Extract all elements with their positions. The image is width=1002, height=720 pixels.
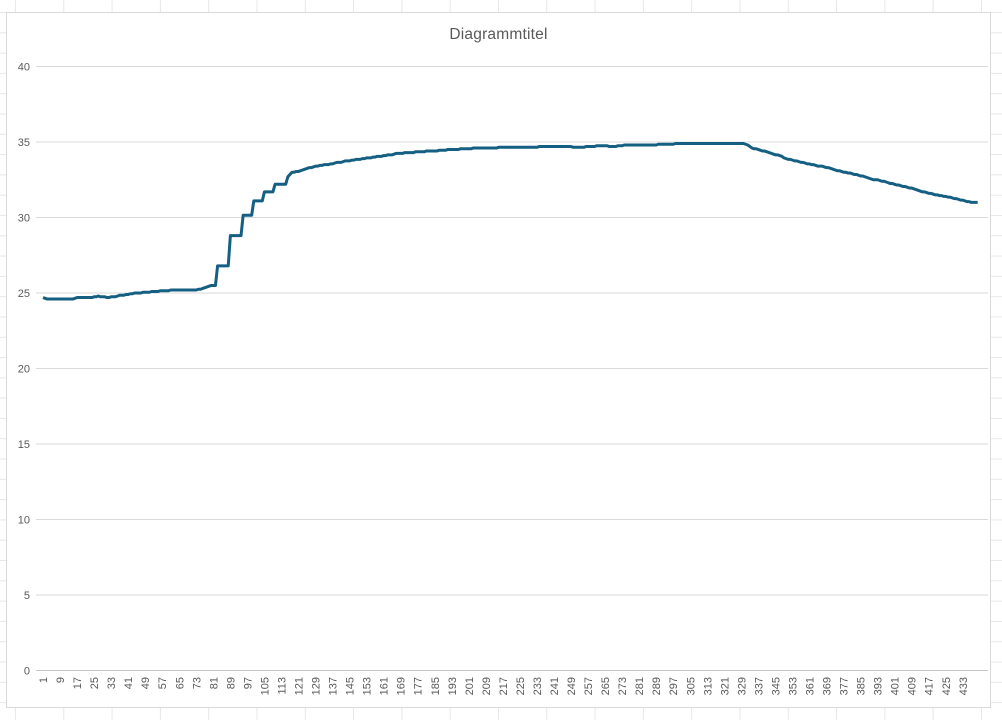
x-axis-tick-label[interactable]: 113 bbox=[276, 677, 288, 695]
chart-title[interactable]: Diagrammtitel bbox=[449, 26, 548, 43]
x-axis-tick-label[interactable]: 153 bbox=[362, 677, 374, 695]
x-axis-tick-label[interactable]: 161 bbox=[379, 677, 391, 695]
x-axis-tick-label[interactable]: 433 bbox=[958, 677, 970, 695]
x-axis-tick-label[interactable]: 137 bbox=[328, 677, 340, 695]
y-axis-tick-label[interactable]: 35 bbox=[18, 137, 30, 149]
y-axis-tick-label[interactable]: 20 bbox=[18, 364, 30, 376]
x-axis-tick-label[interactable]: 121 bbox=[293, 677, 305, 695]
x-axis-tick-label[interactable]: 25 bbox=[89, 677, 101, 689]
y-axis-tick-label[interactable]: 5 bbox=[24, 590, 30, 602]
x-axis-tick-label[interactable]: 177 bbox=[413, 677, 425, 695]
x-axis-tick-label[interactable]: 393 bbox=[873, 677, 885, 695]
x-axis-tick-label[interactable]: 193 bbox=[447, 677, 459, 695]
x-axis-tick-label[interactable]: 129 bbox=[311, 677, 323, 695]
x-axis-tick-label[interactable]: 57 bbox=[157, 677, 169, 689]
y-axis-tick-label[interactable]: 30 bbox=[18, 213, 30, 225]
x-axis-tick-label[interactable]: 17 bbox=[72, 677, 84, 689]
y-axis-tick-label[interactable]: 15 bbox=[18, 439, 30, 451]
x-axis-tick-label[interactable]: 361 bbox=[804, 677, 816, 695]
x-axis-tick-label[interactable]: 217 bbox=[498, 677, 510, 695]
chart-object[interactable]: Diagrammtitel bbox=[6, 12, 991, 708]
x-axis-tick-label[interactable]: 289 bbox=[651, 677, 663, 695]
x-axis-tick-label[interactable]: 201 bbox=[464, 677, 476, 695]
x-axis-tick-label[interactable]: 65 bbox=[174, 677, 186, 689]
x-axis-tick-label[interactable]: 9 bbox=[55, 677, 67, 683]
x-axis-tick-label[interactable]: 33 bbox=[106, 677, 118, 689]
x-axis-tick-label[interactable]: 369 bbox=[822, 677, 834, 695]
y-axis-tick-label[interactable]: 0 bbox=[24, 666, 30, 678]
x-axis-tick-label[interactable]: 73 bbox=[191, 677, 203, 689]
x-axis-tick-label[interactable]: 297 bbox=[668, 677, 680, 695]
x-axis-tick-label[interactable]: 337 bbox=[753, 677, 765, 695]
x-axis-tick-label[interactable]: 41 bbox=[123, 677, 135, 689]
x-axis-tick-label[interactable]: 321 bbox=[719, 677, 731, 695]
x-axis-tick-label[interactable]: 329 bbox=[736, 677, 748, 695]
x-axis-tick-label[interactable]: 425 bbox=[941, 677, 953, 695]
x-axis-tick-label[interactable]: 345 bbox=[770, 677, 782, 695]
x-axis-tick-label[interactable]: 313 bbox=[702, 677, 714, 695]
x-axis-tick-label[interactable]: 401 bbox=[890, 677, 902, 695]
x-axis-tick-label[interactable]: 49 bbox=[140, 677, 152, 689]
x-axis-tick-label[interactable]: 97 bbox=[242, 677, 254, 689]
x-axis-tick-label[interactable]: 409 bbox=[907, 677, 919, 695]
x-axis-tick-label[interactable]: 233 bbox=[532, 677, 544, 695]
y-axis-tick-label[interactable]: 10 bbox=[18, 515, 30, 527]
x-axis-tick-label[interactable]: 169 bbox=[396, 677, 408, 695]
y-axis-tick-label[interactable]: 40 bbox=[18, 62, 30, 74]
x-axis-tick-label[interactable]: 89 bbox=[225, 677, 237, 689]
x-axis-tick-label[interactable]: 417 bbox=[924, 677, 936, 695]
x-axis-tick-label[interactable]: 265 bbox=[600, 677, 612, 695]
x-axis-tick-label[interactable]: 225 bbox=[515, 677, 527, 695]
y-axis-tick-label[interactable]: 25 bbox=[18, 288, 30, 300]
x-axis-tick-label[interactable]: 145 bbox=[345, 677, 357, 695]
x-axis-tick-label[interactable]: 1 bbox=[38, 677, 50, 683]
x-axis-tick-label[interactable]: 81 bbox=[208, 677, 220, 689]
x-axis-tick-label[interactable]: 281 bbox=[634, 677, 646, 695]
x-axis-tick-label[interactable]: 377 bbox=[839, 677, 851, 695]
x-axis-tick-label[interactable]: 249 bbox=[566, 677, 578, 695]
data-series-line[interactable] bbox=[42, 142, 978, 301]
x-axis-tick-label[interactable]: 353 bbox=[787, 677, 799, 695]
x-axis-tick-label[interactable]: 385 bbox=[856, 677, 868, 695]
x-axis-tick-label[interactable]: 185 bbox=[430, 677, 442, 695]
x-axis-tick-label[interactable]: 305 bbox=[685, 677, 697, 695]
x-axis-tick-label[interactable]: 105 bbox=[259, 677, 271, 695]
x-axis-tick-label[interactable]: 273 bbox=[617, 677, 629, 695]
x-axis-tick-label[interactable]: 209 bbox=[481, 677, 493, 695]
x-axis-tick-label[interactable]: 257 bbox=[583, 677, 595, 695]
x-axis-tick-label[interactable]: 241 bbox=[549, 677, 561, 695]
